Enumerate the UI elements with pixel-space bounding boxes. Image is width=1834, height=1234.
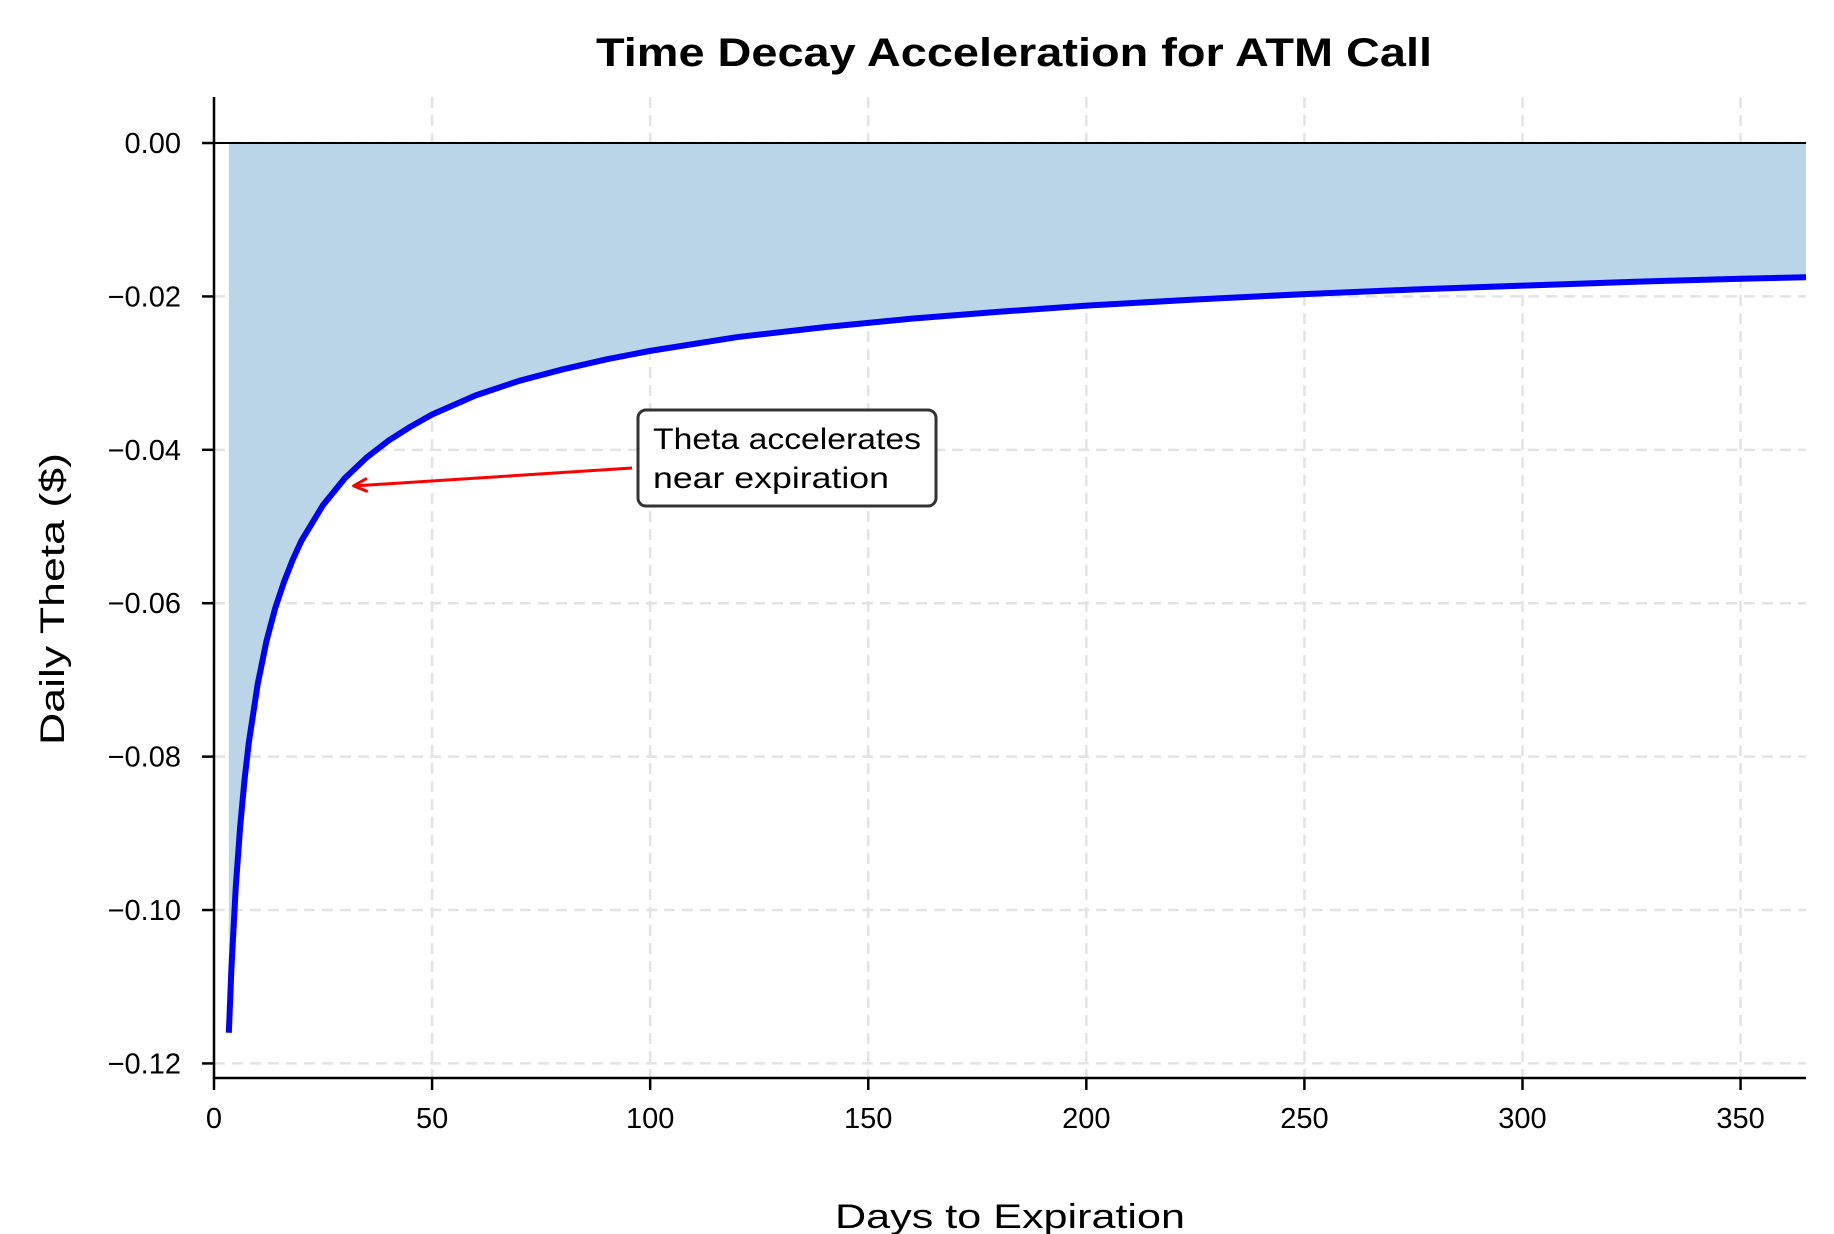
annotation-text-line-1: Theta accelerates	[653, 423, 921, 456]
x-tick-label: 350	[1716, 1103, 1764, 1135]
y-tick-label: −0.02	[108, 281, 181, 313]
axes	[212, 97, 1806, 1080]
arrow-head-icon	[352, 477, 369, 493]
x-tick-label: 0	[206, 1103, 222, 1135]
y-axis-ticks: 0.00 −0.02 −0.04 −0.06 −0.08 −0.10 −0.12	[108, 128, 214, 1080]
chart-title: Time Decay Acceleration for ATM Call	[596, 31, 1432, 75]
y-axis-label: Daily Theta ($)	[34, 453, 72, 745]
theta-fill-area	[228, 143, 1806, 1033]
x-axis-ticks: 0 50 100 150 200 250 300 350	[206, 1078, 1765, 1135]
y-tick-label: −0.12	[108, 1048, 181, 1080]
annotation-text-line-2: near expiration	[653, 462, 889, 495]
x-tick-label: 200	[1062, 1103, 1110, 1135]
y-tick-label: −0.06	[108, 588, 181, 620]
annotation-arrow	[355, 466, 633, 488]
y-tick-label: 0.00	[125, 128, 181, 160]
x-tick-label: 50	[416, 1103, 448, 1135]
x-tick-label: 300	[1498, 1103, 1546, 1135]
x-axis-label: Days to Expiration	[835, 1198, 1185, 1234]
y-tick-label: −0.10	[108, 895, 181, 927]
x-tick-label: 100	[626, 1103, 674, 1135]
x-tick-label: 150	[844, 1103, 892, 1135]
y-tick-label: −0.08	[108, 742, 181, 774]
annotation: Theta accelerates near expiration	[352, 408, 938, 508]
theta-curve	[225, 274, 1807, 1033]
annotation-box	[636, 408, 938, 508]
x-tick-label: 250	[1280, 1103, 1328, 1135]
y-tick-label: −0.04	[108, 435, 181, 467]
